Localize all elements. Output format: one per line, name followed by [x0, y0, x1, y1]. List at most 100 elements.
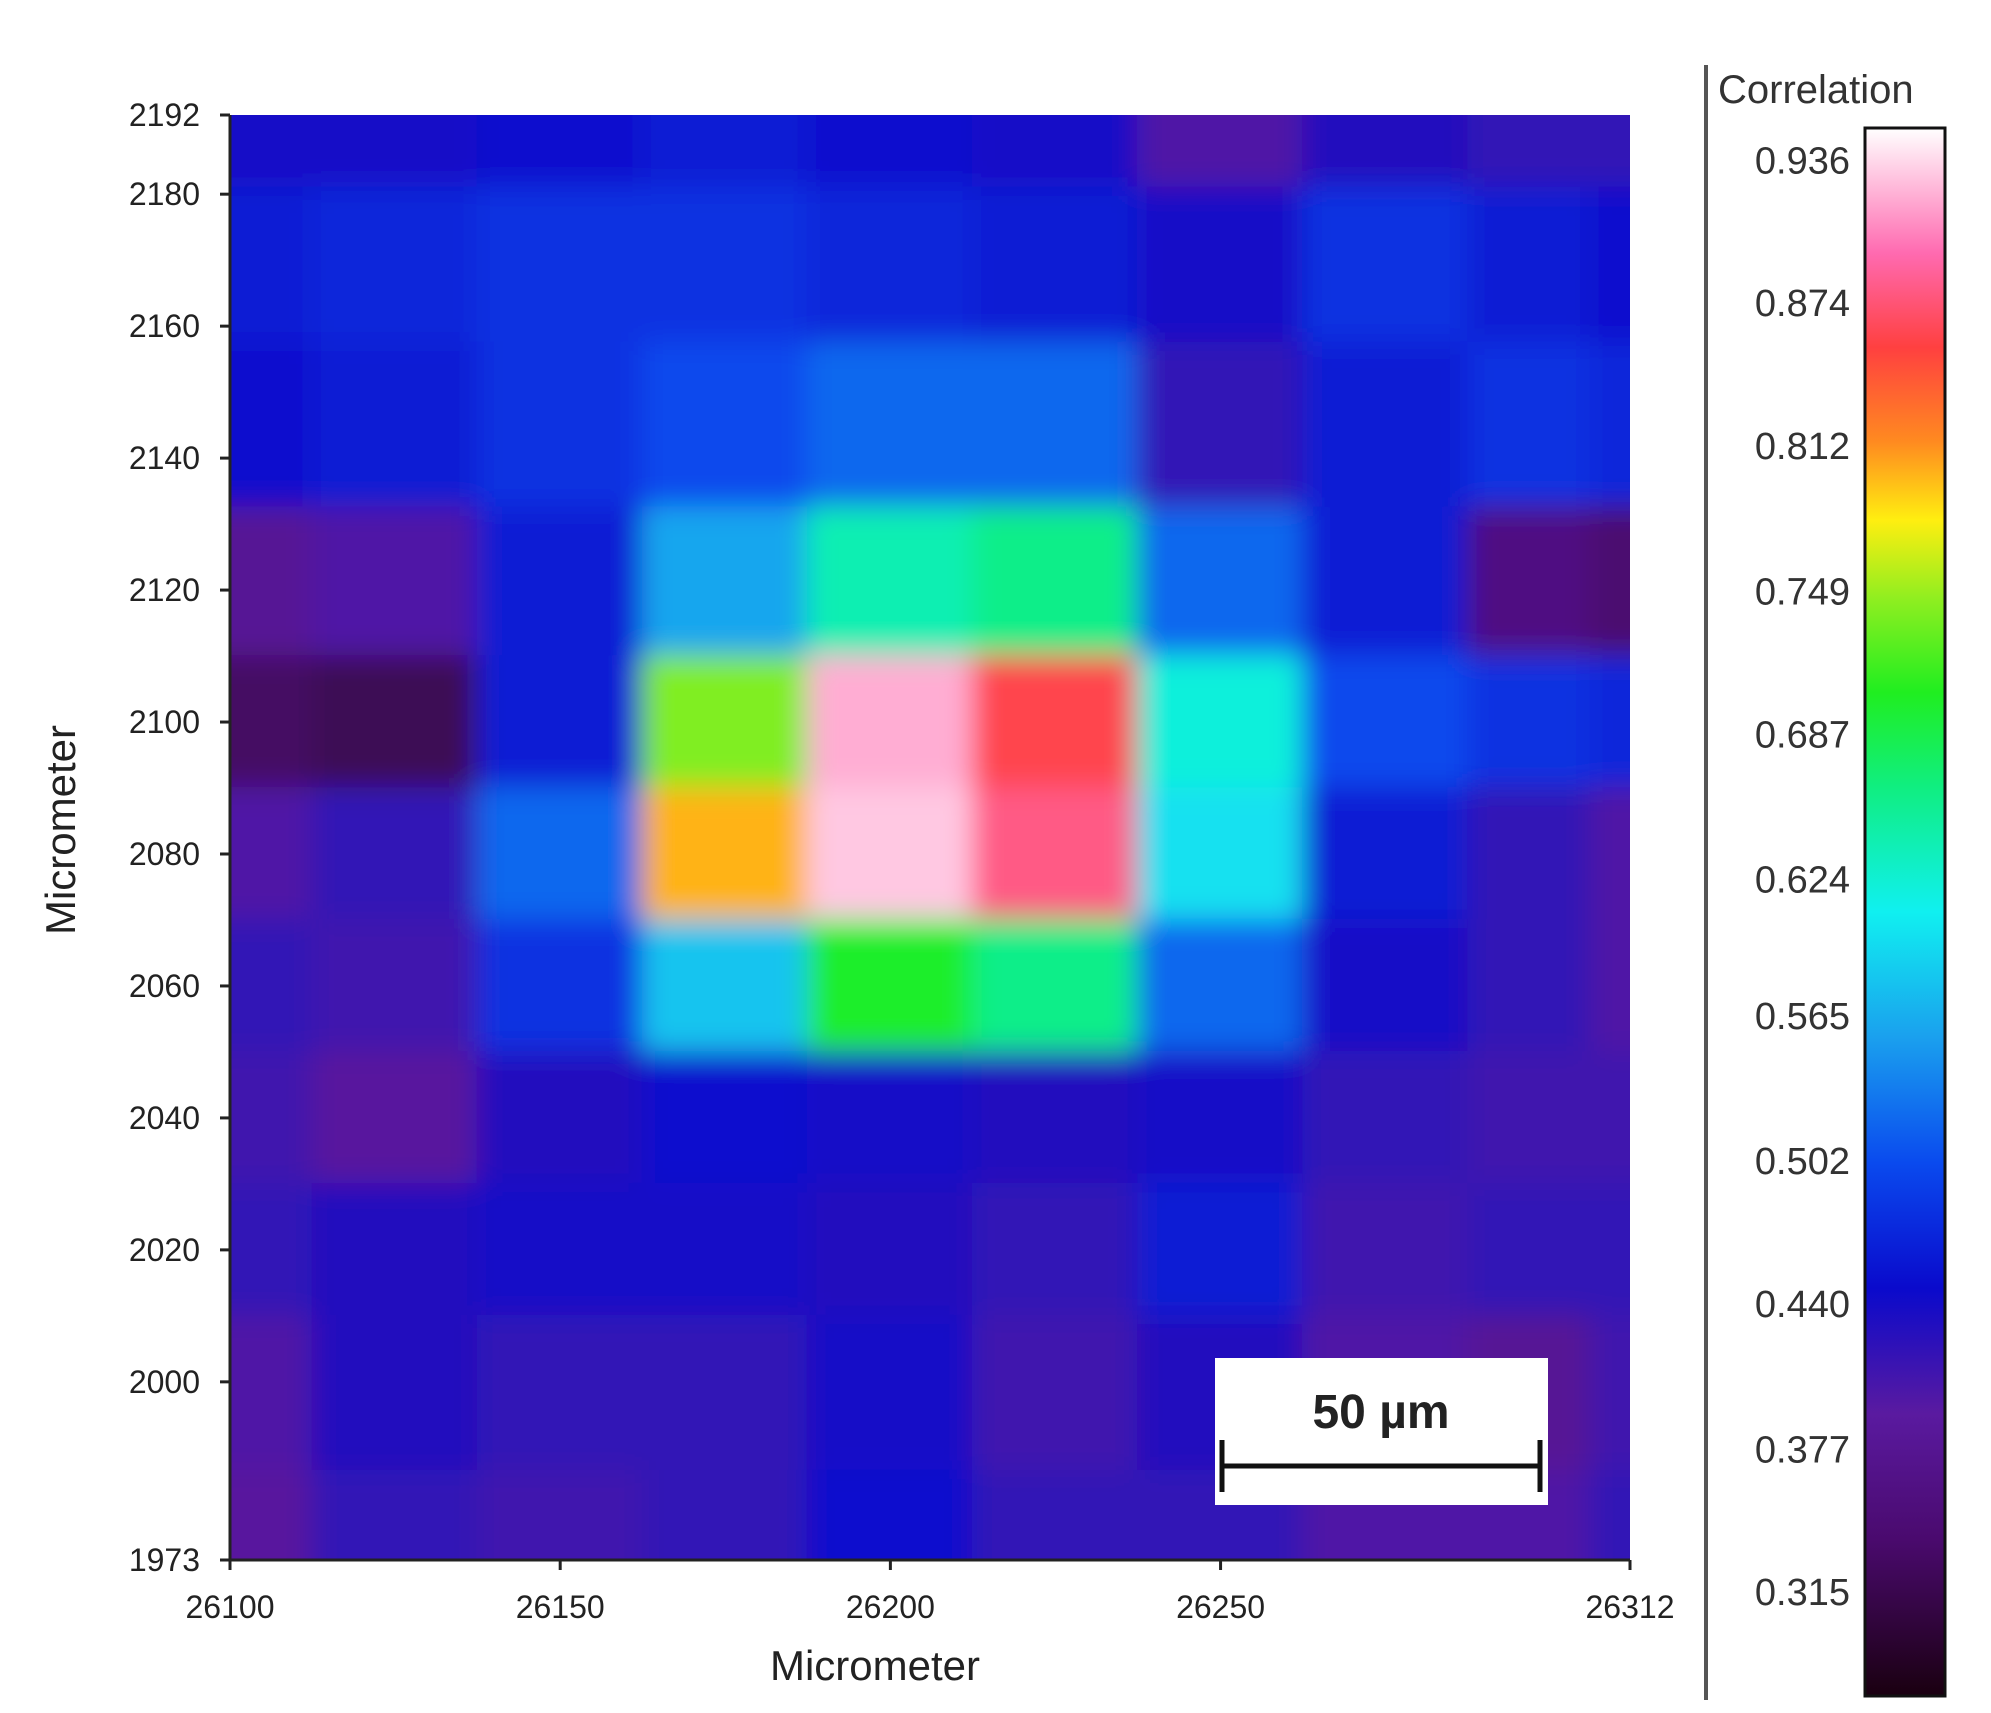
heatmap-cell	[1467, 1050, 1592, 1185]
colorbar: Correlation 0.936 0.874 0.812 0.749 0.687 0.6…	[1704, 65, 1947, 1700]
heatmap-cell	[311, 341, 479, 509]
heatmap-cell	[476, 787, 644, 921]
heatmap-cell	[311, 1182, 479, 1317]
heatmap-cell	[1589, 655, 1630, 790]
y-tick-label: 2120	[129, 572, 200, 608]
colorbar-tick-label: 0.565	[1755, 996, 1850, 1038]
heatmap-cell	[476, 341, 644, 509]
heatmap-cell	[1589, 506, 1630, 658]
heatmap-cell	[1589, 1050, 1630, 1185]
heatmap-cell	[230, 115, 314, 189]
heatmap-cell	[230, 1469, 314, 1560]
heatmap-cell	[230, 1182, 314, 1317]
heatmap-cell	[971, 655, 1140, 790]
y-tick-label: 2060	[129, 968, 200, 1004]
colorbar-tick-label: 0.687	[1755, 714, 1850, 756]
x-axis-title: Micrometer	[770, 1642, 980, 1689]
heatmap-cell	[1589, 115, 1630, 189]
heatmap-cell	[806, 506, 974, 658]
heatmap-cell	[971, 115, 1140, 189]
x-tick-label: 26100	[186, 1589, 275, 1625]
x-tick-label: 26312	[1586, 1589, 1675, 1625]
heatmap-cell	[1589, 1314, 1630, 1472]
heatmap-cell	[1467, 1182, 1592, 1317]
x-tick-labels: 26100 26150 26200 26250 26312	[186, 1560, 1675, 1625]
heatmap-cell	[1589, 787, 1630, 921]
colorbar-tick-label: 0.812	[1755, 426, 1850, 468]
colorbar-tick-labels: 0.936 0.874 0.812 0.749 0.687 0.624 0.565 0.502…	[1755, 140, 1850, 1614]
heatmap-cell	[476, 506, 644, 658]
heatmap-cell	[641, 787, 809, 921]
heatmap-cell	[311, 655, 479, 790]
x-tick-label: 26200	[846, 1589, 935, 1625]
heatmap-cell	[1137, 787, 1305, 921]
heatmap-cell	[230, 341, 314, 509]
colorbar-title: Correlation	[1718, 68, 1914, 112]
heatmap-cell	[1467, 655, 1592, 790]
heatmap-cell	[311, 115, 479, 189]
y-axis-title: Micrometer	[37, 725, 84, 935]
heatmap-cell	[1302, 506, 1470, 658]
heatmap-cell	[476, 115, 644, 189]
heatmap-cell	[1137, 1182, 1305, 1317]
heatmap-cell	[641, 115, 809, 189]
scale-bar-label: 50 µm	[1312, 1386, 1449, 1439]
colorbar-gradient	[1863, 126, 1947, 1698]
heatmap-cell	[971, 186, 1140, 344]
heatmap-cell	[230, 186, 314, 344]
heatmap-cell	[971, 918, 1140, 1053]
heatmap-cell	[971, 341, 1140, 509]
heatmap-cell	[230, 506, 314, 658]
heatmap-cell	[641, 655, 809, 790]
y-tick-label: 2140	[129, 440, 200, 476]
heatmap-cell	[476, 1469, 644, 1560]
x-tick-label: 26250	[1176, 1589, 1265, 1625]
heatmap-cell	[1467, 115, 1592, 189]
y-tick-label: 1973	[129, 1542, 200, 1578]
heatmap-cell	[230, 1050, 314, 1185]
heatmap-cell	[641, 506, 809, 658]
heatmap-cell	[1302, 1182, 1470, 1317]
scale-bar-box	[1215, 1358, 1548, 1505]
x-tick-label: 26150	[516, 1589, 605, 1625]
heatmap-cell	[476, 1182, 644, 1317]
heatmap-cell	[1467, 918, 1592, 1053]
colorbar-tick-label: 0.315	[1755, 1572, 1850, 1614]
y-tick-label: 2040	[129, 1100, 200, 1136]
heatmap-cell	[230, 655, 314, 790]
heatmap-cell	[1137, 655, 1305, 790]
y-tick-label: 2080	[129, 836, 200, 872]
heatmap-cell	[311, 787, 479, 921]
heatmap-cell	[1137, 918, 1305, 1053]
heatmap-cell	[641, 1050, 809, 1185]
heatmap-cell	[1589, 341, 1630, 509]
heatmap-cell	[806, 918, 974, 1053]
heatmap-cell	[1467, 341, 1592, 509]
heatmap-cell	[971, 1050, 1140, 1185]
heatmap-cell	[1302, 1050, 1470, 1185]
colorbar-tick-label: 0.749	[1755, 571, 1850, 613]
heatmap-cell	[641, 341, 809, 509]
y-tick-labels: 2192 2180 2160 2140 2120 2100 2080 2060 2040 2020…	[129, 97, 230, 1578]
heatmap-cell	[476, 655, 644, 790]
heatmap-cell	[641, 186, 809, 344]
colorbar-tick-label: 0.440	[1755, 1284, 1850, 1326]
heatmap-cell	[641, 1314, 809, 1472]
heatmap-cell	[1302, 655, 1470, 790]
heatmap-cell	[971, 1314, 1140, 1472]
heatmap-cell	[806, 1469, 974, 1560]
heatmap-cell	[806, 1314, 974, 1472]
heatmap-cell	[1302, 918, 1470, 1053]
heatmap-cell	[806, 115, 974, 189]
heatmap-cell	[476, 186, 644, 344]
heatmap-cell	[971, 506, 1140, 658]
heatmap-cell	[311, 186, 479, 344]
heatmap-cell	[311, 1050, 479, 1185]
heatmap-cell	[1137, 506, 1305, 658]
y-tick-label: 2020	[129, 1232, 200, 1268]
heatmap-cell	[806, 787, 974, 921]
heatmap-cell	[476, 918, 644, 1053]
heatmap-cell	[971, 1182, 1140, 1317]
heatmap-cell	[806, 341, 974, 509]
